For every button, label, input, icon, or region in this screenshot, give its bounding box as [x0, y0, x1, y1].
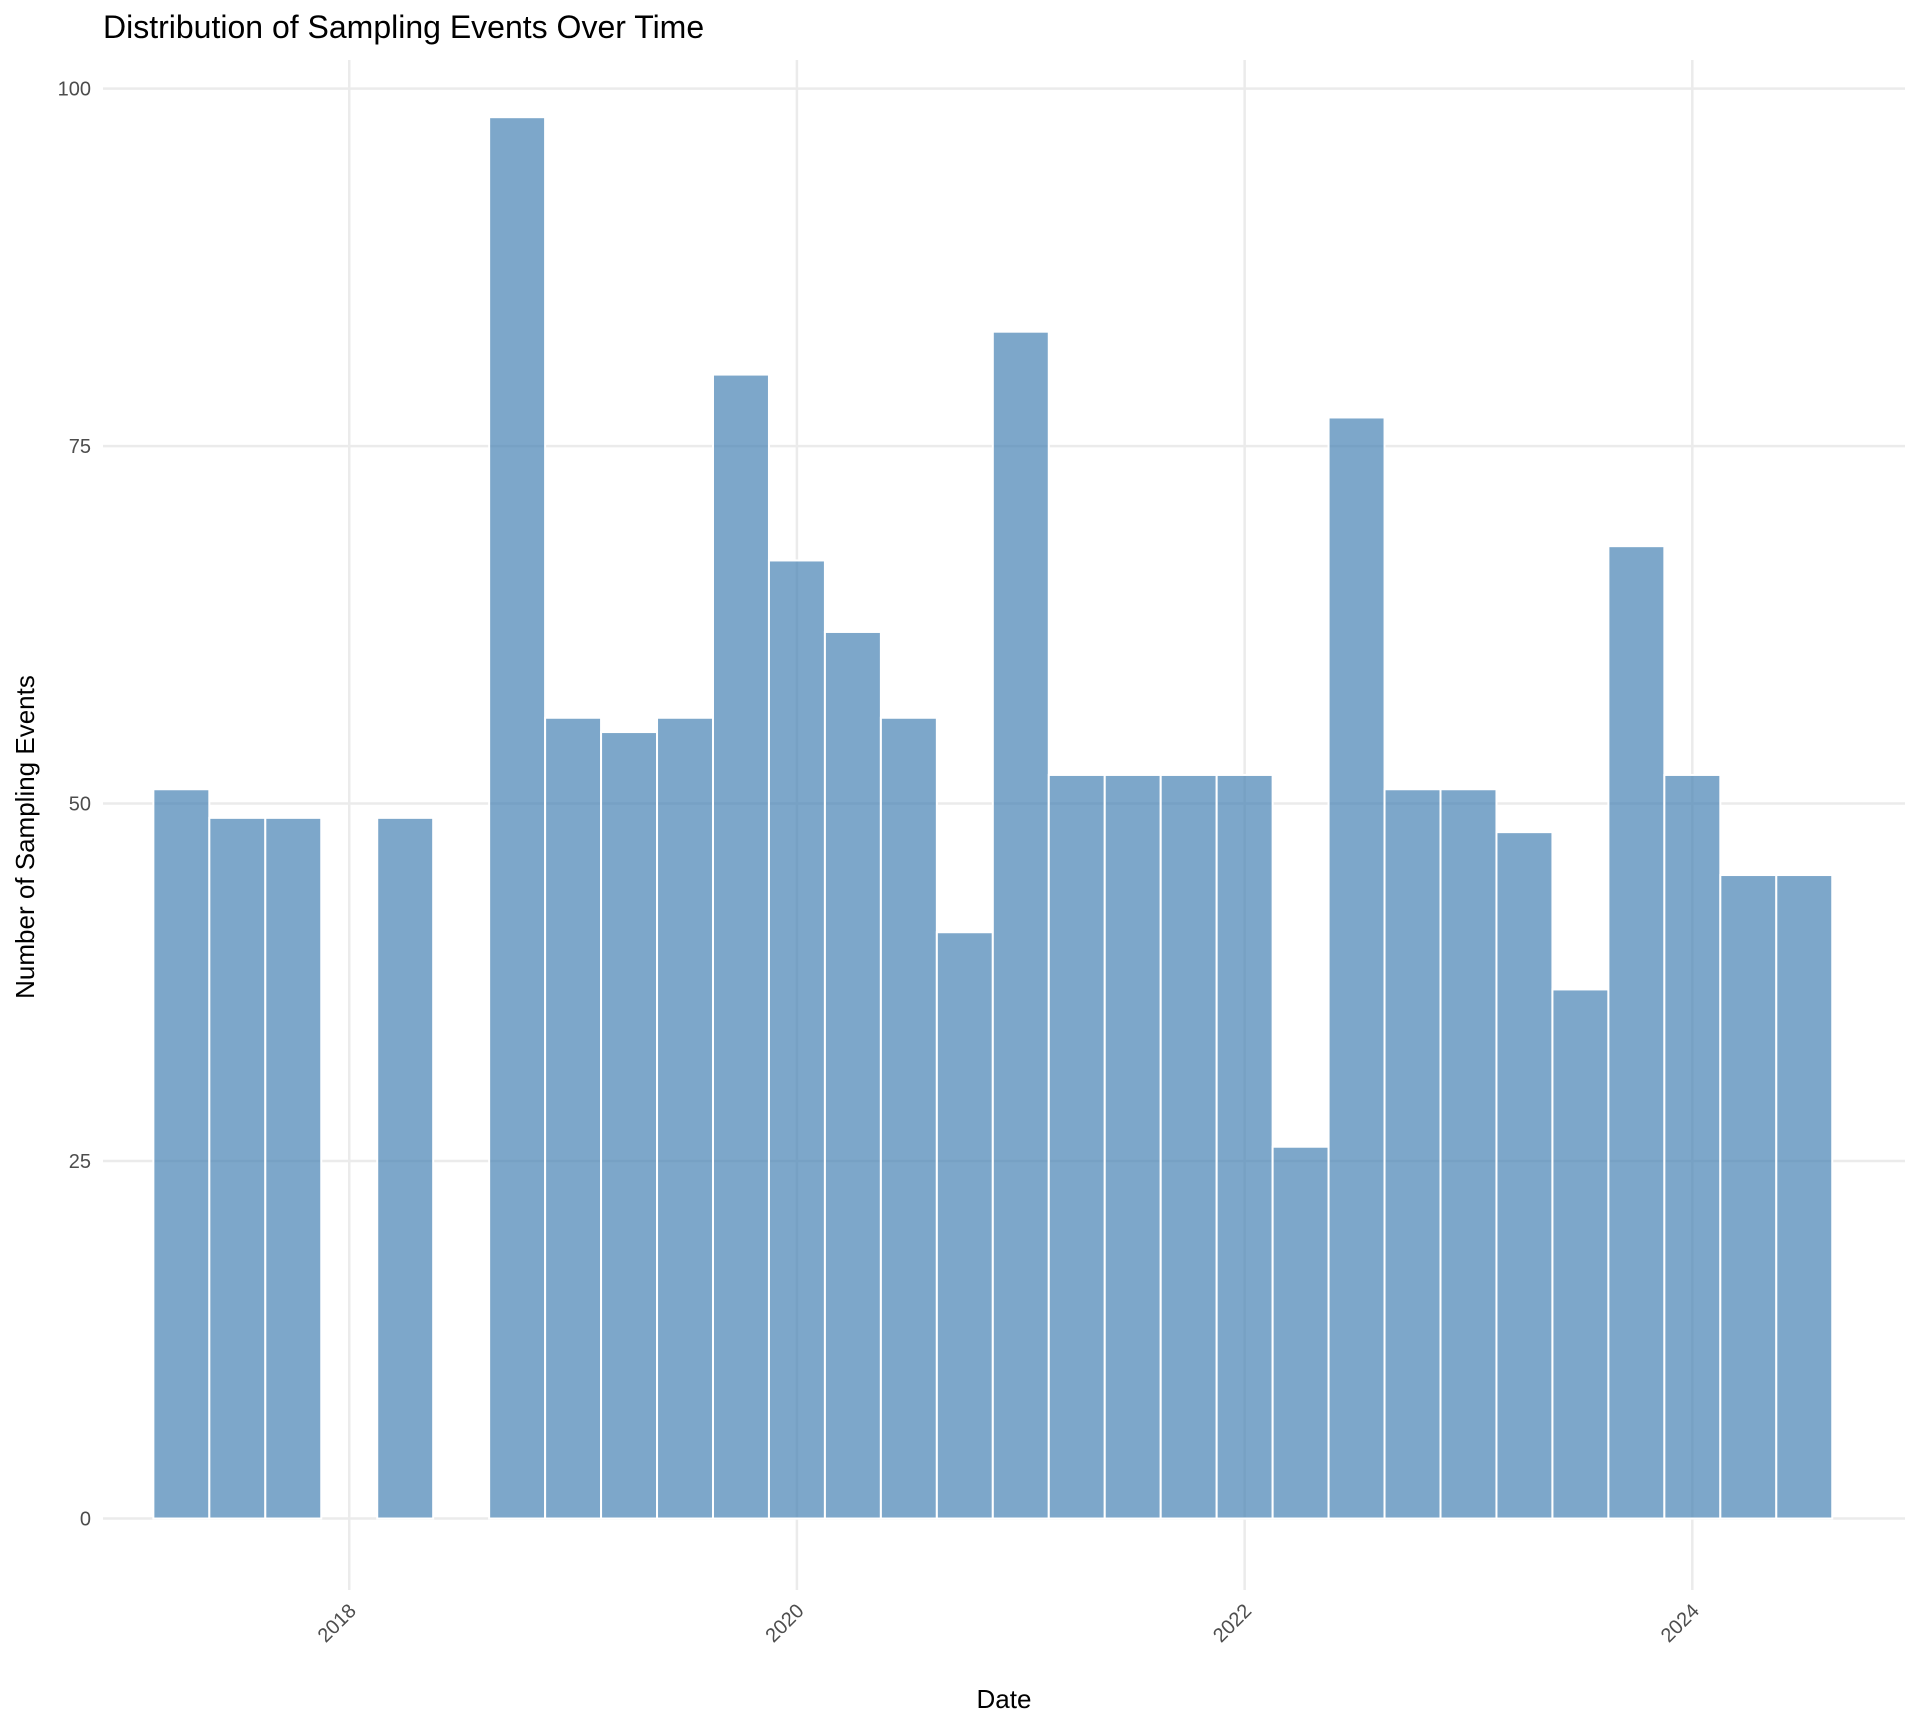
histogram-bar [152, 788, 211, 1520]
histogram-bar [544, 716, 603, 1520]
histogram-bar [1271, 1145, 1330, 1520]
histogram-bar [767, 559, 826, 1520]
histogram-bar [1047, 773, 1106, 1520]
histogram-bar [600, 731, 659, 1520]
histogram-bar [1215, 773, 1274, 1520]
y-axis-ticks: 0 25 50 75 100 [58, 79, 91, 1531]
y-tick-label: 50 [69, 794, 91, 816]
y-axis-title: Number of Sampling Events [10, 675, 40, 999]
histogram-bar [879, 716, 938, 1520]
histogram-bar [1495, 831, 1554, 1520]
histogram-bar [1327, 416, 1386, 1520]
histogram-bar [488, 116, 547, 1520]
histogram-bar [1607, 545, 1666, 1520]
histogram-bar [1103, 773, 1162, 1520]
x-axis-ticks: 2018 2020 2022 2024 [314, 1600, 1704, 1647]
y-tick-label: 75 [69, 436, 91, 458]
histogram-bar [1383, 788, 1442, 1520]
histogram-bar [935, 931, 994, 1520]
x-tick-label: 2022 [1209, 1600, 1256, 1647]
y-tick-label: 100 [58, 79, 91, 101]
histogram-bar [1551, 988, 1610, 1520]
chart-title: Distribution of Sampling Events Over Tim… [103, 9, 704, 45]
histogram-bar [1159, 773, 1218, 1520]
histogram-bar [1663, 773, 1722, 1520]
bars-group [152, 116, 1834, 1520]
x-axis-title: Date [977, 1684, 1032, 1714]
histogram-bar [656, 716, 714, 1520]
histogram-bar [991, 330, 1050, 1520]
x-tick-label: 2018 [314, 1600, 361, 1647]
x-tick-label: 2024 [1657, 1600, 1704, 1647]
histogram-bar [208, 816, 267, 1520]
x-tick-label: 2020 [761, 1600, 808, 1647]
histogram-bar [264, 816, 323, 1520]
histogram-bar [376, 816, 435, 1520]
histogram-bar [1719, 874, 1778, 1520]
histogram-bar [1775, 874, 1834, 1520]
y-tick-label: 25 [69, 1151, 91, 1173]
histogram-bar [711, 373, 770, 1520]
histogram-bar [1439, 788, 1498, 1520]
y-tick-label: 0 [80, 1509, 91, 1531]
histogram-bar [823, 630, 882, 1520]
